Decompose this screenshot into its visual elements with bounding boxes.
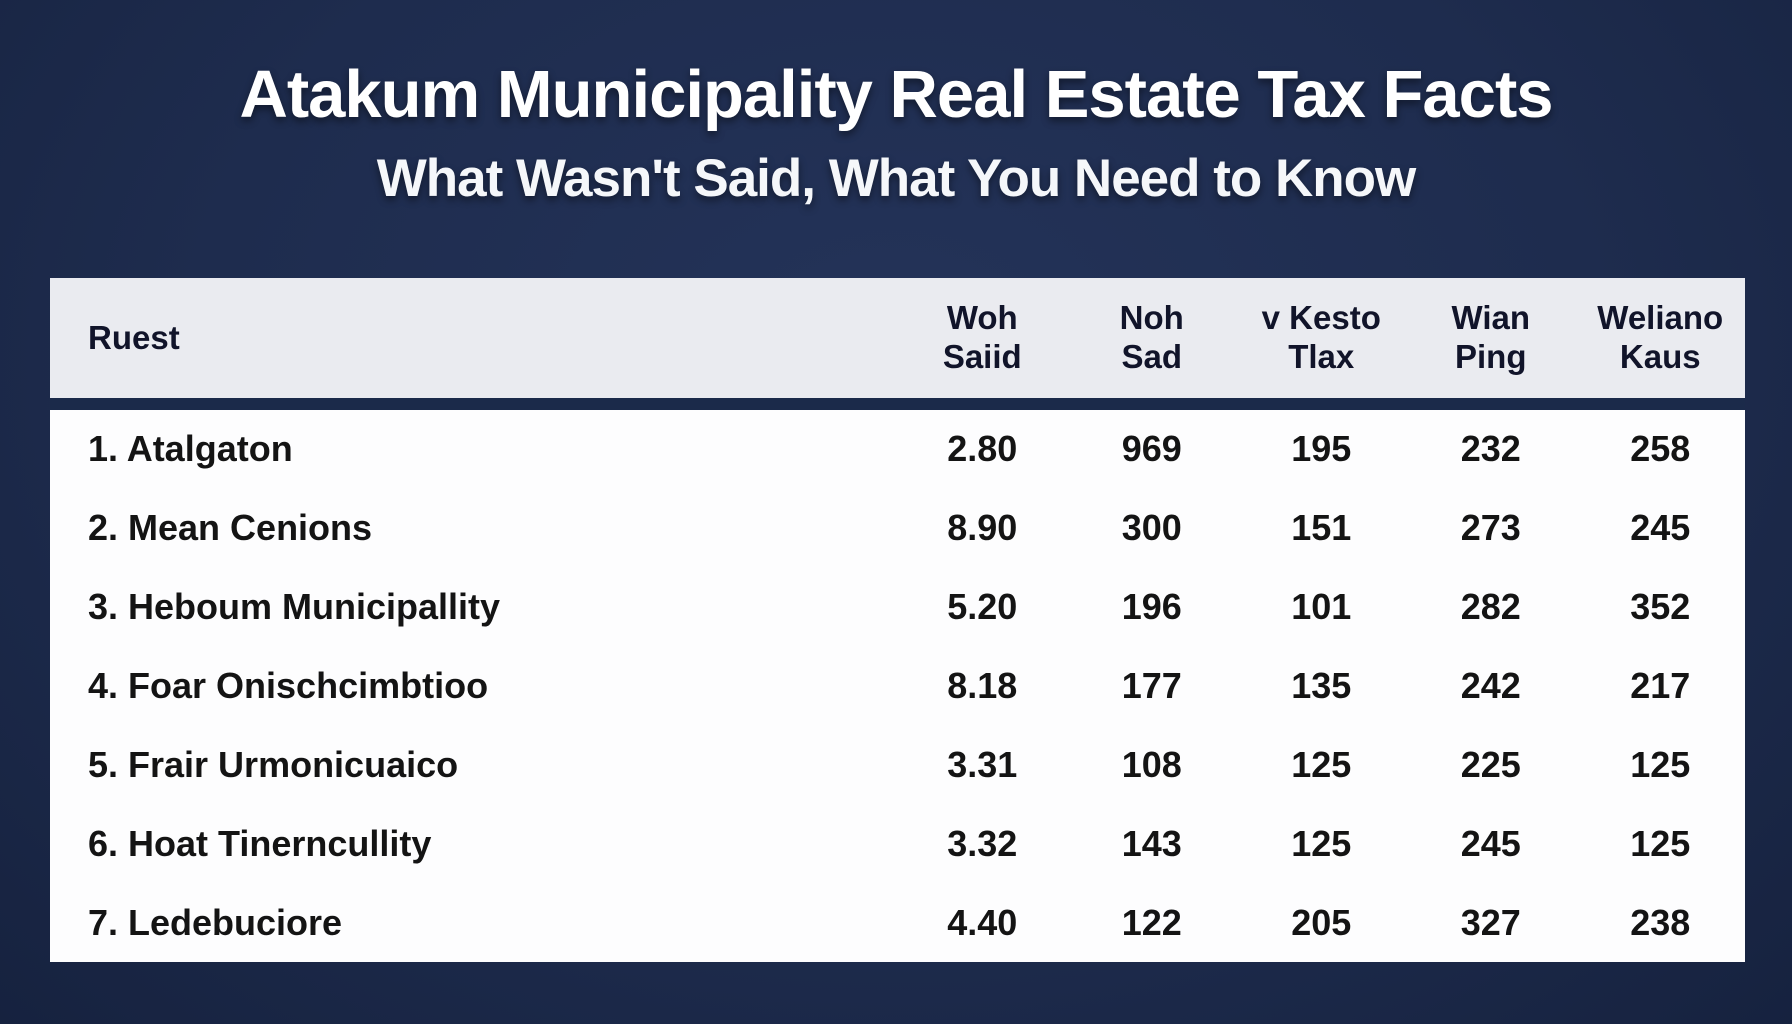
tax-table-container: Ruest Woh Saiid Noh Sad v Kesto Tlax Wia… — [50, 278, 1745, 962]
table-cell: 245 — [1406, 804, 1576, 884]
table-cell: 300 — [1067, 488, 1237, 568]
table-cell: 101 — [1236, 567, 1406, 647]
table-cell: 217 — [1575, 646, 1745, 726]
table-cell: 205 — [1236, 883, 1406, 962]
row-name-cell: 6. Hoat Tinerncullity — [50, 804, 898, 884]
table-cell: 125 — [1236, 804, 1406, 884]
table-cell: 122 — [1067, 883, 1237, 962]
table-row: 3. Heboum Municipallity 5.20 196 101 282… — [50, 567, 1745, 647]
table-cell: 143 — [1067, 804, 1237, 884]
table-cell: 4.40 — [897, 883, 1067, 962]
column-header-noh-sad: Noh Sad — [1067, 278, 1237, 410]
table-cell: 3.32 — [897, 804, 1067, 884]
table-cell: 8.90 — [897, 488, 1067, 568]
table-cell: 8.18 — [897, 646, 1067, 726]
column-header-kesto-tlax: v Kesto Tlax — [1236, 278, 1406, 410]
table-cell: 225 — [1406, 725, 1576, 805]
table-cell: 3.31 — [897, 725, 1067, 805]
header-row: Ruest Woh Saiid Noh Sad v Kesto Tlax Wia… — [50, 278, 1745, 410]
table-cell: 125 — [1236, 725, 1406, 805]
table-cell: 232 — [1406, 404, 1576, 489]
row-name-cell: 4. Foar Onischcimbtioo — [50, 646, 898, 726]
table-body: 1. Atalgaton 2.80 969 195 232 258 2. Mea… — [50, 404, 1745, 962]
table-cell: 969 — [1067, 404, 1237, 489]
column-header-woh-saiid: Woh Saiid — [897, 278, 1067, 410]
table-row: 4. Foar Onischcimbtioo 8.18 177 135 242 … — [50, 646, 1745, 726]
table-cell: 108 — [1067, 725, 1237, 805]
page-subtitle: What Wasn't Said, What You Need to Know — [376, 149, 1417, 208]
row-name-cell: 3. Heboum Municipallity — [50, 567, 898, 647]
table-cell: 273 — [1406, 488, 1576, 568]
table-cell: 258 — [1575, 404, 1745, 489]
table-cell: 238 — [1575, 883, 1745, 962]
table-cell: 5.20 — [897, 567, 1067, 647]
table-row: 6. Hoat Tinerncullity 3.32 143 125 245 1… — [50, 804, 1745, 884]
table-cell: 177 — [1067, 646, 1237, 726]
page-title: Atakum Municipality Real Estate Tax Fact… — [239, 57, 1553, 132]
table-cell: 352 — [1575, 567, 1745, 647]
row-name-cell: 1. Atalgaton — [50, 404, 898, 489]
table-cell: 282 — [1406, 567, 1576, 647]
row-name-cell: 2. Mean Cenions — [50, 488, 898, 568]
table-cell: 196 — [1067, 567, 1237, 647]
table-cell: 195 — [1236, 404, 1406, 489]
row-name-cell: 5. Frair Urmonicuaico — [50, 725, 898, 805]
row-name-cell: 7. Ledebuciore — [50, 883, 898, 962]
table-row: 1. Atalgaton 2.80 969 195 232 258 — [50, 404, 1745, 489]
column-header-ruest: Ruest — [50, 278, 898, 410]
table-header: Ruest Woh Saiid Noh Sad v Kesto Tlax Wia… — [50, 278, 1745, 410]
table-cell: 135 — [1236, 646, 1406, 726]
column-header-wian-ping: Wian Ping — [1406, 278, 1576, 410]
table-cell: 125 — [1575, 725, 1745, 805]
tax-table: Ruest Woh Saiid Noh Sad v Kesto Tlax Wia… — [50, 278, 1745, 962]
table-cell: 151 — [1236, 488, 1406, 568]
table-cell: 327 — [1406, 883, 1576, 962]
table-row: 7. Ledebuciore 4.40 122 205 327 238 — [50, 883, 1745, 962]
table-cell: 245 — [1575, 488, 1745, 568]
table-row: 2. Mean Cenions 8.90 300 151 273 245 — [50, 488, 1745, 568]
table-cell: 242 — [1406, 646, 1576, 726]
table-cell: 125 — [1575, 804, 1745, 884]
table-cell: 2.80 — [897, 404, 1067, 489]
table-row: 5. Frair Urmonicuaico 3.31 108 125 225 1… — [50, 725, 1745, 805]
column-header-weliano-kaus: Weliano Kaus — [1575, 278, 1745, 410]
